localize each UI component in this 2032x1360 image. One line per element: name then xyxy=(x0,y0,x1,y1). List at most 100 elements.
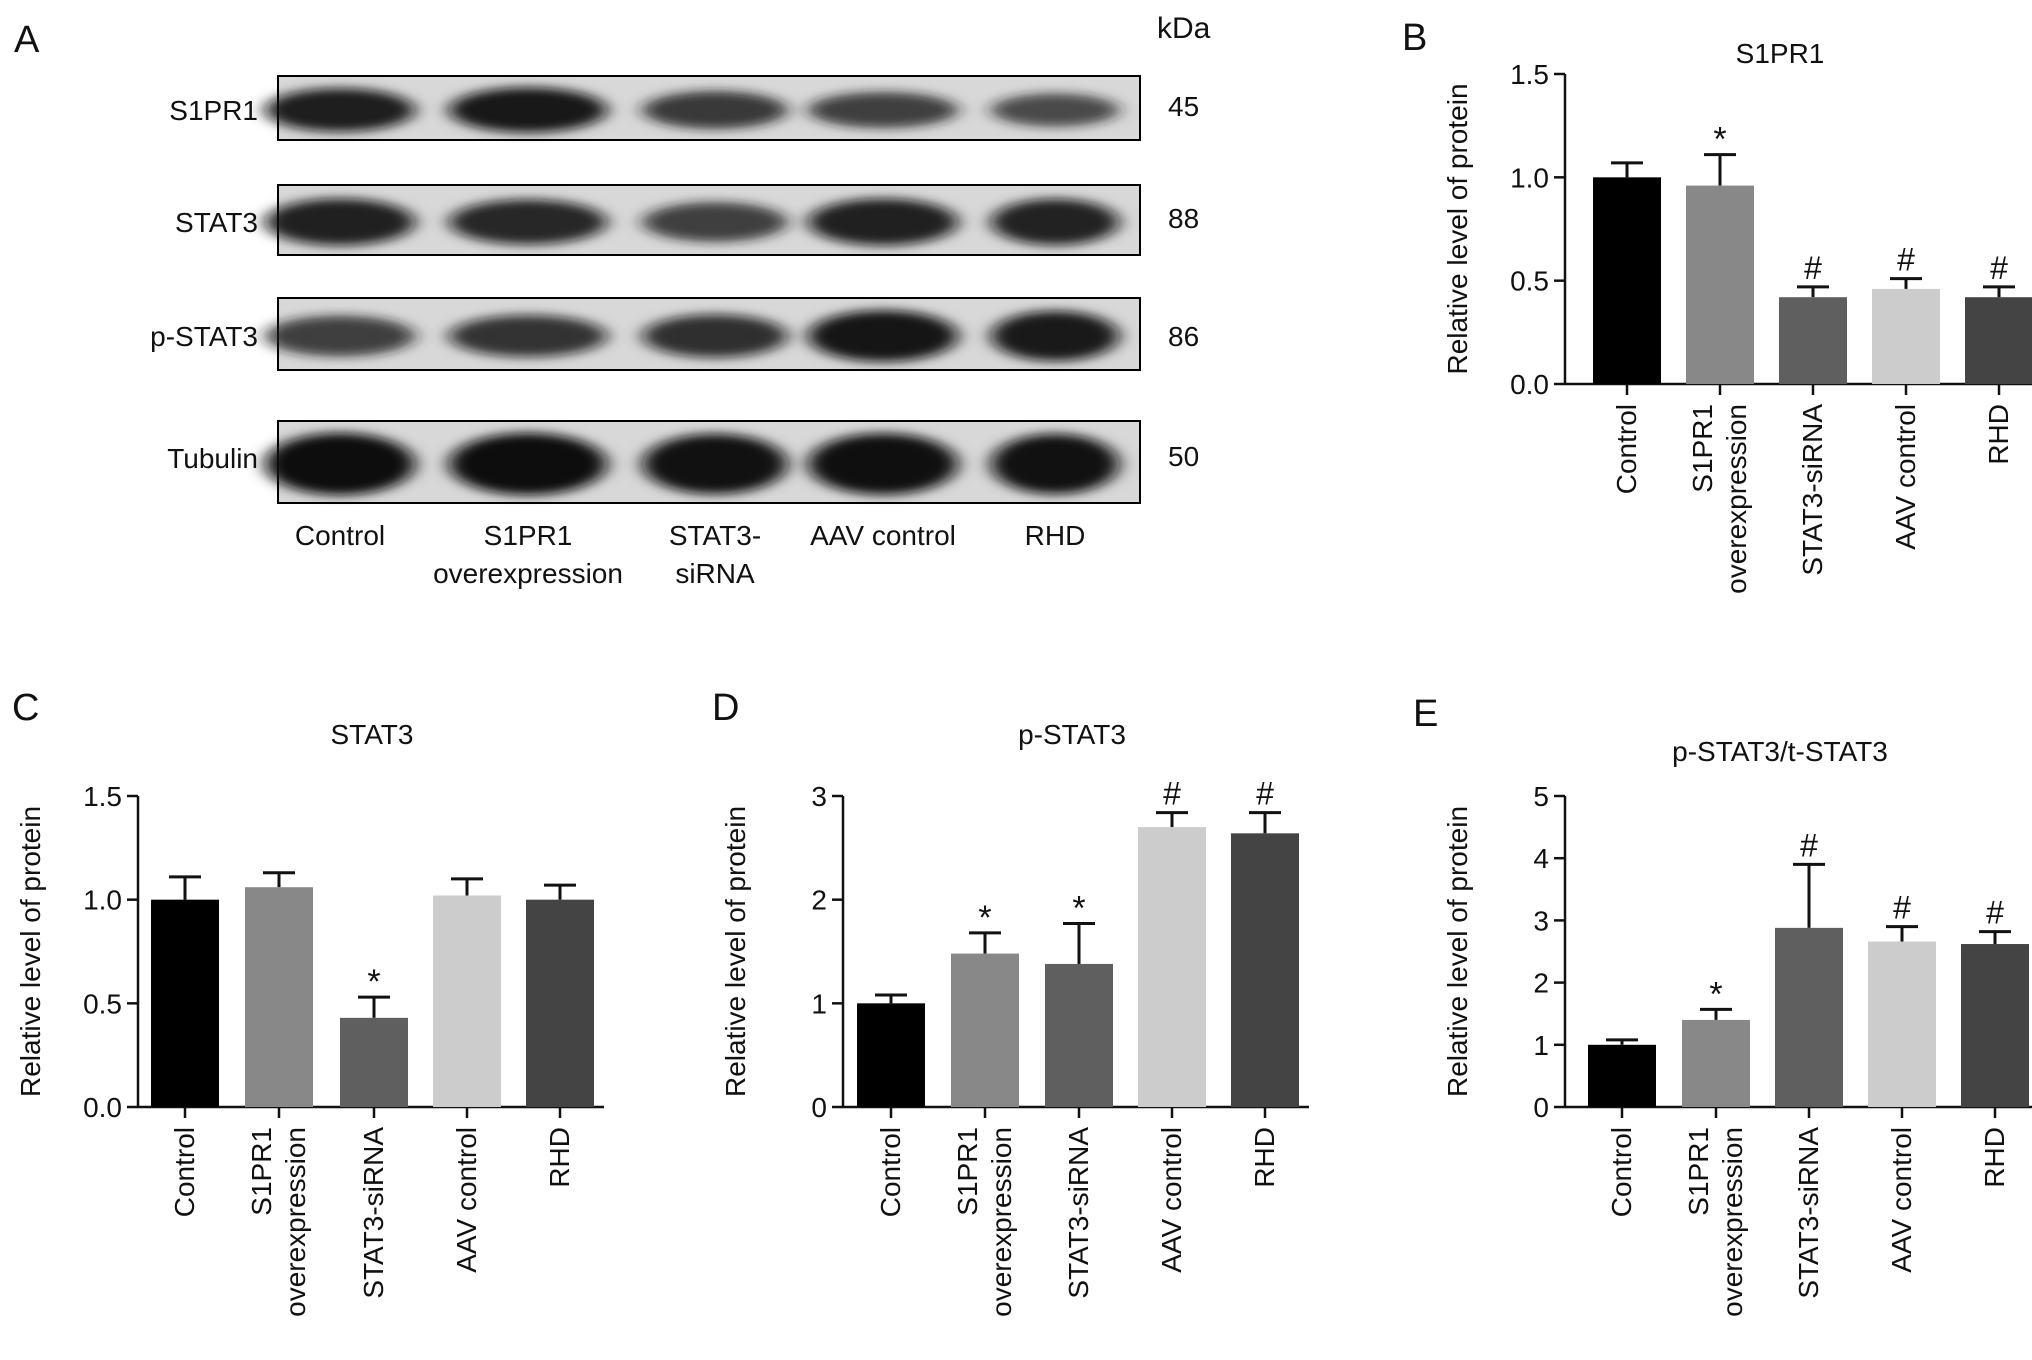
y-tick-label: 0.0 xyxy=(1510,369,1549,400)
x-category-label: Control xyxy=(875,1127,906,1217)
bar xyxy=(1045,963,1113,1107)
x-category-label: AAV control xyxy=(1890,404,1921,550)
chart-title: S1PR1 xyxy=(1736,38,1825,69)
bar xyxy=(1775,927,1843,1107)
y-tick-label: 0 xyxy=(1533,1092,1549,1123)
y-tick-label: 1 xyxy=(811,988,827,1019)
x-category-label: S1PR1 xyxy=(1683,1127,1714,1216)
blot-band xyxy=(265,432,415,496)
y-tick-label: 4 xyxy=(1533,843,1549,874)
x-category-label: STAT3-siRNA xyxy=(1797,404,1828,576)
x-category-label: STAT3-siRNA xyxy=(358,1127,389,1299)
lane-label-s1pr1-overexpression: overexpression xyxy=(433,558,623,589)
blot-band xyxy=(642,314,788,358)
x-category-label: RHD xyxy=(1983,404,2014,465)
blot-band xyxy=(265,198,415,246)
y-tick-label: 1 xyxy=(1533,1030,1549,1061)
significance-star: * xyxy=(367,963,380,1001)
bar xyxy=(245,887,313,1107)
y-tick-label: 1.5 xyxy=(1510,59,1549,90)
y-tick-label: 3 xyxy=(1533,905,1549,936)
x-category-label: RHD xyxy=(1249,1127,1280,1188)
bar xyxy=(1138,827,1206,1107)
blot-row-label: p-STAT3 xyxy=(150,321,258,352)
kda-value: 88 xyxy=(1168,203,1199,234)
significance-star: * xyxy=(1072,890,1085,928)
lane-label-stat3-sirna: STAT3- xyxy=(669,520,761,551)
x-category-label: AAV control xyxy=(1156,1127,1187,1273)
y-tick-label: 1.0 xyxy=(83,885,122,916)
x-category-label: overexpression xyxy=(1721,404,1752,594)
panel-letter-a: A xyxy=(14,19,40,61)
western-blot-panel: kDa S1PR1 45 STAT3 88 p-STAT3 86 Tubulin… xyxy=(150,12,1211,589)
bar xyxy=(1965,297,2032,384)
y-tick-label: 0 xyxy=(811,1092,827,1123)
lane-label-s1pr1-overexpression: S1PR1 xyxy=(484,520,573,551)
y-axis-label: Relative level of protein xyxy=(1442,806,1473,1097)
x-category-label: AAV control xyxy=(451,1127,482,1273)
bar xyxy=(151,899,219,1107)
significance-hash: # xyxy=(1800,827,1818,863)
blot-band xyxy=(449,199,607,245)
panel-letter-b: B xyxy=(1402,17,1427,59)
significance-hash: # xyxy=(1897,242,1915,278)
blot-band xyxy=(449,432,607,496)
chart-title: p-STAT3/t-STAT3 xyxy=(1672,736,1888,767)
bar-chart-s1pr1: S1PR1 0.0 0.5 1.0 1.5 Relative level of prote… xyxy=(1442,38,2032,594)
y-tick-label: 0.5 xyxy=(83,988,122,1019)
x-category-label: RHD xyxy=(544,1127,575,1188)
y-tick-label: 5 xyxy=(1533,781,1549,812)
blot-band xyxy=(642,433,788,495)
blot-band xyxy=(449,87,607,133)
bar xyxy=(1872,288,1940,384)
blot-band xyxy=(991,93,1119,127)
lane-label-rhd: RHD xyxy=(1025,520,1086,551)
blot-band xyxy=(991,198,1119,246)
chart-title: STAT3 xyxy=(331,719,414,750)
bar xyxy=(1779,297,1847,384)
kda-value: 45 xyxy=(1168,91,1199,122)
significance-star: * xyxy=(1713,121,1726,159)
x-category-label: overexpression xyxy=(986,1127,1017,1317)
x-category-label: Control xyxy=(1606,1127,1637,1217)
bar-chart-p-stat3-t-stat3: p-STAT3/t-STAT3 0 1 2 3 4 5 Relative level of p… xyxy=(1442,736,2032,1317)
bar xyxy=(1593,177,1661,384)
kda-value: 50 xyxy=(1168,441,1199,472)
x-category-label: AAV control xyxy=(1886,1127,1917,1273)
lane-label-aav-control: AAV control xyxy=(810,520,956,551)
lane-label-control: Control xyxy=(295,520,385,551)
significance-star: * xyxy=(1709,975,1722,1013)
x-category-label: S1PR1 xyxy=(952,1127,983,1216)
blot-band xyxy=(642,202,788,242)
blot-band xyxy=(991,433,1119,495)
significance-hash: # xyxy=(1893,890,1911,926)
bar xyxy=(1231,833,1299,1107)
x-category-label: overexpression xyxy=(280,1127,311,1317)
bar xyxy=(1868,941,1936,1107)
kda-label: kDa xyxy=(1157,12,1211,45)
blot-band xyxy=(991,310,1119,362)
blot-band xyxy=(642,91,788,129)
y-axis-label: Relative level of protein xyxy=(720,806,751,1097)
blot-band xyxy=(265,88,415,132)
significance-star: * xyxy=(978,899,991,937)
bar xyxy=(951,953,1019,1107)
bar-chart-p-stat3: p-STAT3 0 1 2 3 Relative level of protein Cont… xyxy=(720,719,1309,1317)
x-category-label: Control xyxy=(169,1127,200,1217)
lane-label-stat3-sirna: siRNA xyxy=(675,558,755,589)
significance-hash: # xyxy=(1163,776,1181,812)
y-tick-label: 1.0 xyxy=(1510,162,1549,193)
bar xyxy=(1961,944,2029,1107)
y-tick-label: 3 xyxy=(811,781,827,812)
bar xyxy=(1686,185,1754,384)
y-tick-label: 1.5 xyxy=(83,781,122,812)
x-category-label: STAT3-siRNA xyxy=(1063,1127,1094,1299)
y-tick-label: 0.5 xyxy=(1510,266,1549,297)
y-tick-label: 2 xyxy=(1533,968,1549,999)
significance-hash: # xyxy=(1804,250,1822,286)
panel-letter-e: E xyxy=(1413,693,1438,735)
significance-hash: # xyxy=(1986,895,2004,931)
blot-band xyxy=(808,433,958,495)
